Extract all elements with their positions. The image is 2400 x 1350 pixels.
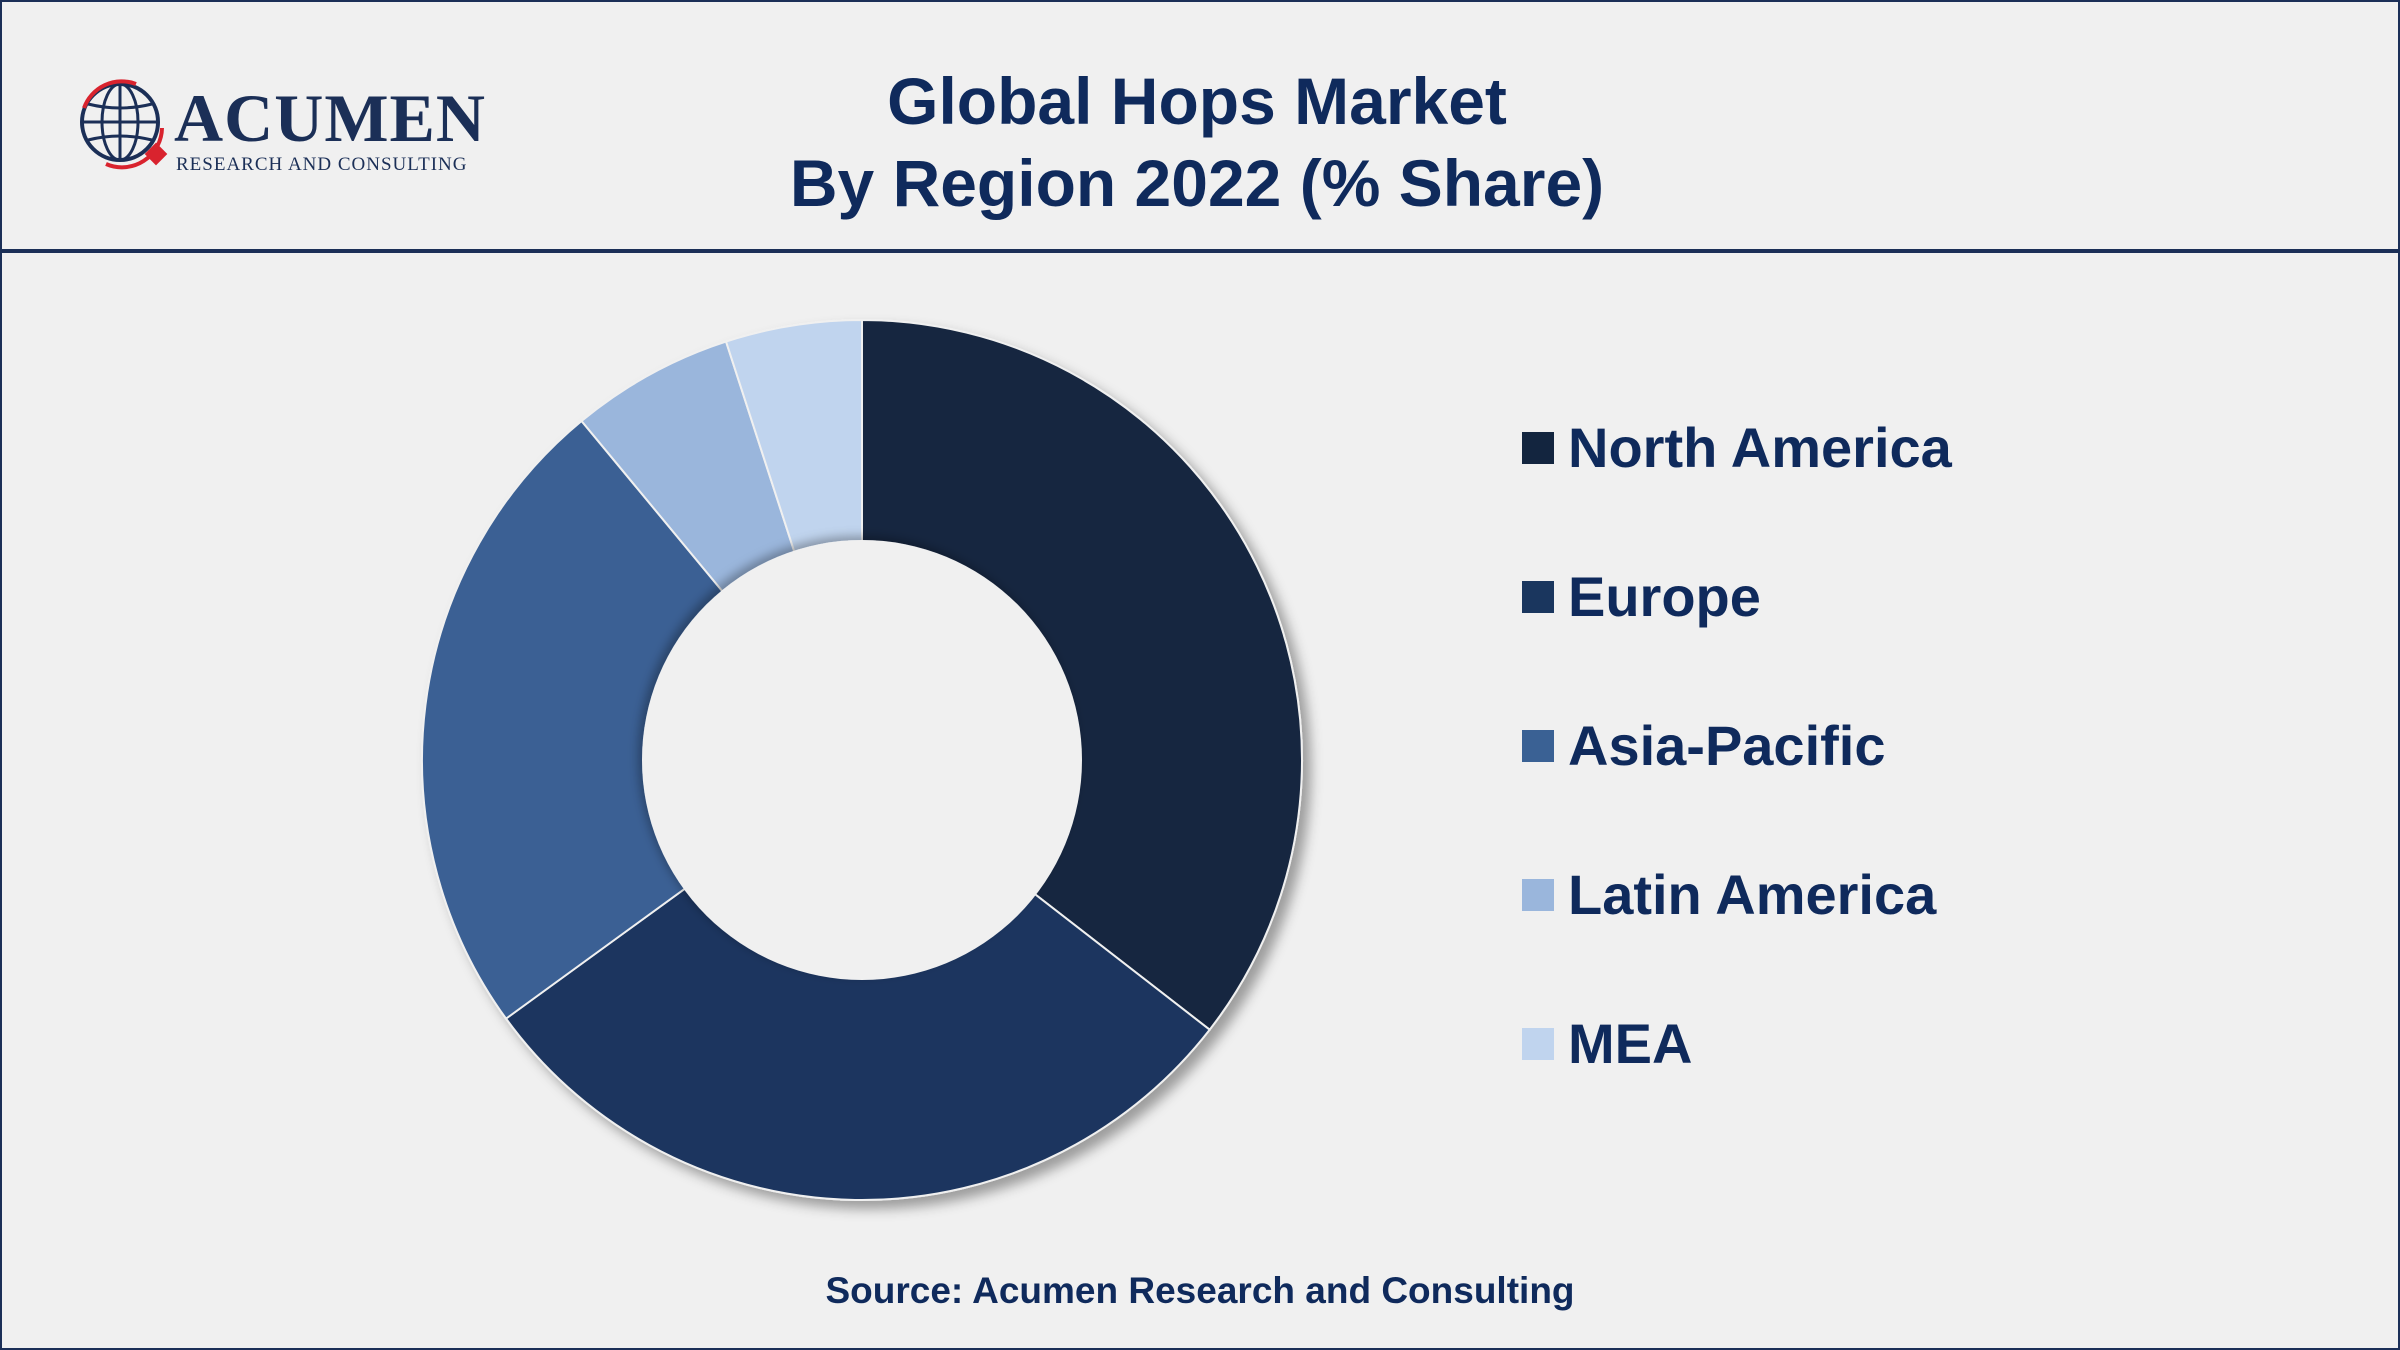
chart-title: Global Hops Market By Region 2022 (% Sha… <box>602 60 1792 224</box>
legend-item-north-america: North America <box>1522 405 2122 485</box>
legend-swatch <box>1522 432 1554 464</box>
legend-label: Asia-Pacific <box>1568 714 1886 777</box>
legend-label: North America <box>1568 416 1952 479</box>
legend-label: MEA <box>1568 1012 1693 1075</box>
legend-label: Latin America <box>1568 863 1937 926</box>
brand-logo: ACUMEN RESEARCH AND CONSULTING <box>76 78 496 178</box>
legend-item-mea: MEA <box>1522 1001 2122 1081</box>
donut-hole <box>642 540 1082 980</box>
chart-title-line-2: By Region 2022 (% Share) <box>789 146 1605 220</box>
chart-title-line-1: Global Hops Market <box>887 64 1507 138</box>
globe-icon <box>80 79 168 170</box>
legend-label: Europe <box>1568 565 1761 628</box>
source-note: Source: Acumen Research and Consulting <box>825 1270 1575 1311</box>
legend-swatch <box>1522 1028 1554 1060</box>
slice-asia-pacific <box>421 419 864 1021</box>
legend-item-latin-america: Latin America <box>1522 852 2122 932</box>
donut-slices <box>421 318 1303 1201</box>
brand-name: ACUMEN <box>174 80 486 156</box>
header: ACUMEN RESEARCH AND CONSULTING Global Ho… <box>2 2 2398 253</box>
legend-swatch <box>1522 730 1554 762</box>
slice-north-america <box>861 318 1303 1032</box>
brand-tagline: RESEARCH AND CONSULTING <box>176 154 468 175</box>
legend-swatch <box>1522 879 1554 911</box>
legend-swatch <box>1522 581 1554 613</box>
legend-item-europe: Europe <box>1522 554 2122 634</box>
legend-item-asia-pacific: Asia-Pacific <box>1522 703 2122 783</box>
slice-europe <box>504 758 1212 1201</box>
